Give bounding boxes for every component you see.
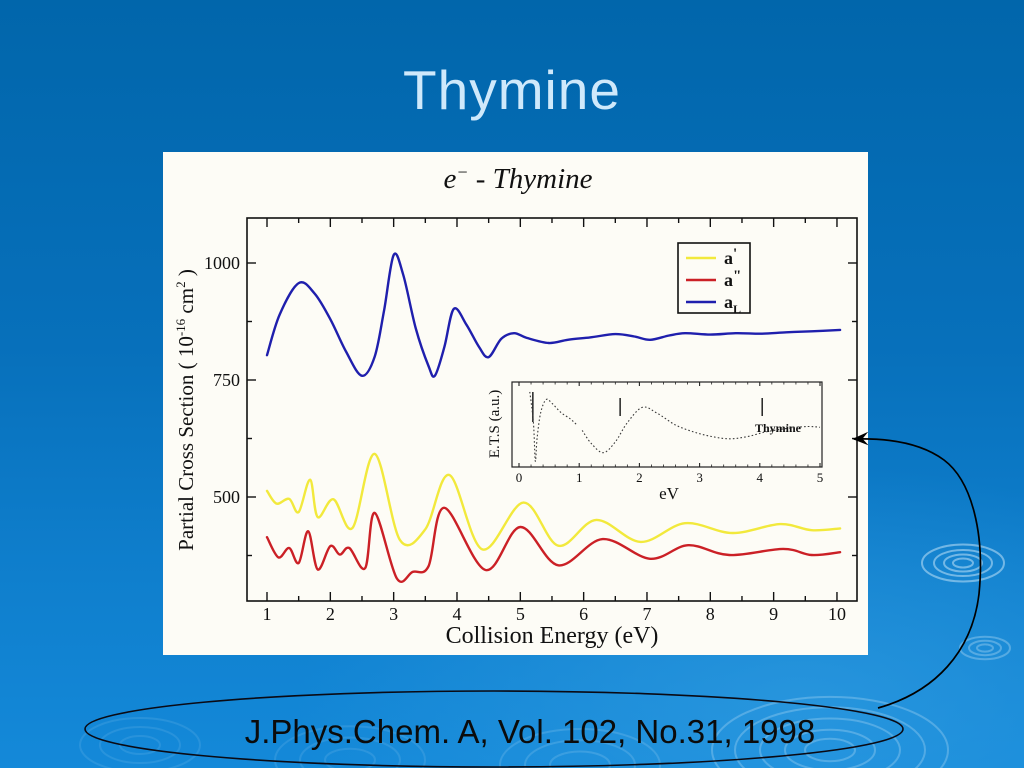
chart-title: e− - Thymine — [443, 162, 592, 195]
y-tick-label: 750 — [213, 370, 240, 390]
inset-ets-curve — [529, 391, 577, 462]
inset-annotation-thymine: Thymine — [755, 421, 802, 435]
slide-title: Thymine — [403, 59, 621, 121]
x-tick-label: 2 — [326, 604, 335, 624]
x-tick-label: 6 — [579, 604, 588, 624]
legend-label: a' — [724, 246, 737, 268]
inset-x-axis-label: eV — [659, 484, 680, 503]
inset-x-tick-label: 0 — [516, 470, 523, 485]
y-tick-label: 1000 — [204, 253, 240, 273]
x-tick-label: 4 — [452, 604, 461, 624]
inset-x-tick-label: 5 — [817, 470, 824, 485]
ripple-rings — [921, 543, 1005, 583]
x-tick-label: 9 — [769, 604, 778, 624]
inset-x-tick-label: 3 — [696, 470, 703, 485]
x-tick-label: 10 — [828, 604, 846, 624]
series-curve-a-1 — [265, 506, 842, 584]
x-axis-label: Collision Energy (eV) — [446, 623, 659, 649]
inset-x-tick-label: 1 — [576, 470, 583, 485]
x-tick-label: 7 — [642, 604, 651, 624]
y-tick-label: 500 — [213, 487, 240, 507]
citation-text: J.Phys.Chem. A, Vol. 102, No.31, 1998 — [244, 713, 816, 750]
legend-label: aL — [724, 292, 741, 316]
annotation-arrow — [852, 431, 982, 709]
legend-label: a" — [724, 268, 741, 290]
inset-plot: 0 1 2 3 4 5 eV E.T.S (a.u.) Thymine — [487, 381, 824, 503]
chart-figure-panel: e− - Thymine 1 2 3 4 5 6 7 8 9 10 Collision Energy … — [163, 152, 868, 655]
inset-x-tick-label: 4 — [757, 470, 764, 485]
legend: a'a"aL — [677, 242, 751, 316]
series-curve-a-sub-2 — [265, 252, 842, 378]
x-tick-label: 5 — [516, 604, 525, 624]
inset-ets-curve — [581, 406, 821, 454]
x-tick-label: 8 — [706, 604, 715, 624]
series-curve-a-0 — [265, 452, 842, 551]
x-tick-label: 3 — [389, 604, 398, 624]
ripple-rings — [959, 635, 1011, 661]
y-axis-label: Partial Cross Section ( 10-16 cm2 ) — [173, 269, 198, 551]
inset-x-tick-label: 2 — [636, 470, 643, 485]
x-tick-label: 1 — [263, 604, 272, 624]
inset-y-axis-label: E.T.S (a.u.) — [487, 390, 503, 458]
plot-frame — [246, 217, 858, 602]
y-axis: 500 750 1000 Partial Cross Section ( 10-16 … — [173, 253, 857, 557]
